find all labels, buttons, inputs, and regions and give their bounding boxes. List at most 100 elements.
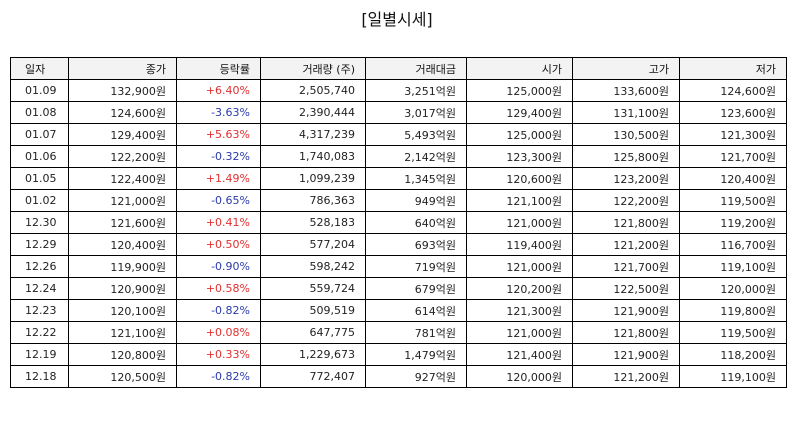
table-body: 01.09 132,900원 +6.40% 2,505,740 3,251억원 125,0… xyxy=(10,79,787,388)
cell-date: 12.23 xyxy=(10,299,69,322)
column-header-volume: 거래량 (주) xyxy=(260,57,366,80)
cell-low: 119,100원 xyxy=(679,365,787,388)
cell-open: 121,000원 xyxy=(466,211,573,234)
cell-volume: 786,363 xyxy=(260,189,366,212)
cell-date: 12.19 xyxy=(10,343,69,366)
cell-date: 01.09 xyxy=(10,79,69,102)
cell-volume: 4,317,239 xyxy=(260,123,366,146)
cell-open: 121,400원 xyxy=(466,343,573,366)
cell-date: 12.24 xyxy=(10,277,69,300)
cell-change: -0.65% xyxy=(176,189,261,212)
cell-high: 131,100원 xyxy=(572,101,680,124)
column-header-open: 시가 xyxy=(466,57,573,80)
cell-close: 121,000원 xyxy=(68,189,177,212)
table-row: 12.18 120,500원 -0.82% 772,407 927억원 120,000원 1… xyxy=(10,365,787,388)
cell-close: 122,200원 xyxy=(68,145,177,168)
cell-open: 129,400원 xyxy=(466,101,573,124)
cell-volume: 1,229,673 xyxy=(260,343,366,366)
cell-volume: 1,099,239 xyxy=(260,167,366,190)
cell-amount: 5,493억원 xyxy=(365,123,467,146)
cell-volume: 577,204 xyxy=(260,233,366,256)
cell-low: 123,600원 xyxy=(679,101,787,124)
cell-close: 120,500원 xyxy=(68,365,177,388)
cell-date: 12.29 xyxy=(10,233,69,256)
cell-high: 122,200원 xyxy=(572,189,680,212)
cell-close: 124,600원 xyxy=(68,101,177,124)
cell-high: 121,200원 xyxy=(572,233,680,256)
cell-close: 129,400원 xyxy=(68,123,177,146)
cell-low: 119,200원 xyxy=(679,211,787,234)
cell-close: 120,800원 xyxy=(68,343,177,366)
cell-volume: 647,775 xyxy=(260,321,366,344)
cell-change: +0.33% xyxy=(176,343,261,366)
cell-high: 133,600원 xyxy=(572,79,680,102)
cell-low: 119,500원 xyxy=(679,321,787,344)
table-row: 12.26 119,900원 -0.90% 598,242 719억원 121,000원 1… xyxy=(10,255,787,278)
cell-high: 121,900원 xyxy=(572,299,680,322)
table-row: 01.02 121,000원 -0.65% 786,363 949억원 121,100원 1… xyxy=(10,189,787,212)
column-header-close: 종가 xyxy=(68,57,177,80)
cell-date: 12.22 xyxy=(10,321,69,344)
table-row: 12.22 121,100원 +0.08% 647,775 781억원 121,000원 1… xyxy=(10,321,787,344)
cell-close: 121,600원 xyxy=(68,211,177,234)
cell-amount: 2,142억원 xyxy=(365,145,467,168)
cell-amount: 1,345억원 xyxy=(365,167,467,190)
cell-high: 121,700원 xyxy=(572,255,680,278)
cell-date: 01.06 xyxy=(10,145,69,168)
cell-open: 120,200원 xyxy=(466,277,573,300)
table-row: 12.24 120,900원 +0.58% 559,724 679억원 120,200원 1… xyxy=(10,277,787,300)
column-header-amount: 거래대금 xyxy=(365,57,467,80)
cell-amount: 3,251억원 xyxy=(365,79,467,102)
cell-open: 119,400원 xyxy=(466,233,573,256)
table-header: 일자 종가 등락률 거래량 (주) 거래대금 시가 고가 저가 xyxy=(10,57,787,80)
cell-low: 119,100원 xyxy=(679,255,787,278)
cell-date: 12.30 xyxy=(10,211,69,234)
cell-volume: 1,740,083 xyxy=(260,145,366,168)
cell-date: 01.08 xyxy=(10,101,69,124)
table-row: 01.08 124,600원 -3.63% 2,390,444 3,017억원 129,4… xyxy=(10,101,787,124)
cell-change: +6.40% xyxy=(176,79,261,102)
cell-low: 116,700원 xyxy=(679,233,787,256)
cell-amount: 614억원 xyxy=(365,299,467,322)
cell-high: 130,500원 xyxy=(572,123,680,146)
cell-volume: 598,242 xyxy=(260,255,366,278)
cell-amount: 640억원 xyxy=(365,211,467,234)
cell-change: +0.08% xyxy=(176,321,261,344)
cell-low: 118,200원 xyxy=(679,343,787,366)
cell-high: 121,200원 xyxy=(572,365,680,388)
cell-high: 121,900원 xyxy=(572,343,680,366)
table-row: 12.19 120,800원 +0.33% 1,229,673 1,479억원 121,4… xyxy=(10,343,787,366)
cell-change: +0.41% xyxy=(176,211,261,234)
cell-low: 119,500원 xyxy=(679,189,787,212)
cell-open: 123,300원 xyxy=(466,145,573,168)
cell-date: 01.07 xyxy=(10,123,69,146)
cell-close: 121,100원 xyxy=(68,321,177,344)
cell-change: +0.58% xyxy=(176,277,261,300)
cell-low: 120,400원 xyxy=(679,167,787,190)
cell-date: 01.05 xyxy=(10,167,69,190)
table-row: 01.07 129,400원 +5.63% 4,317,239 5,493억원 125,0… xyxy=(10,123,787,146)
cell-amount: 719억원 xyxy=(365,255,467,278)
cell-open: 121,300원 xyxy=(466,299,573,322)
cell-close: 120,900원 xyxy=(68,277,177,300)
cell-change: -0.82% xyxy=(176,299,261,322)
column-header-date: 일자 xyxy=(10,57,69,80)
cell-open: 120,000원 xyxy=(466,365,573,388)
cell-high: 121,800원 xyxy=(572,321,680,344)
cell-amount: 3,017억원 xyxy=(365,101,467,124)
cell-date: 12.26 xyxy=(10,255,69,278)
cell-amount: 781억원 xyxy=(365,321,467,344)
cell-volume: 509,519 xyxy=(260,299,366,322)
cell-amount: 949억원 xyxy=(365,189,467,212)
table-row: 01.06 122,200원 -0.32% 1,740,083 2,142억원 123,3… xyxy=(10,145,787,168)
cell-change: -0.32% xyxy=(176,145,261,168)
cell-open: 121,000원 xyxy=(466,255,573,278)
cell-high: 123,200원 xyxy=(572,167,680,190)
table-row: 12.23 120,100원 -0.82% 509,519 614억원 121,300원 1… xyxy=(10,299,787,322)
cell-low: 121,300원 xyxy=(679,123,787,146)
header-row: 일자 종가 등락률 거래량 (주) 거래대금 시가 고가 저가 xyxy=(10,57,787,80)
table-row: 12.29 120,400원 +0.50% 577,204 693억원 119,400원 1… xyxy=(10,233,787,256)
cell-low: 121,700원 xyxy=(679,145,787,168)
cell-date: 12.18 xyxy=(10,365,69,388)
column-header-change: 등락률 xyxy=(176,57,261,80)
